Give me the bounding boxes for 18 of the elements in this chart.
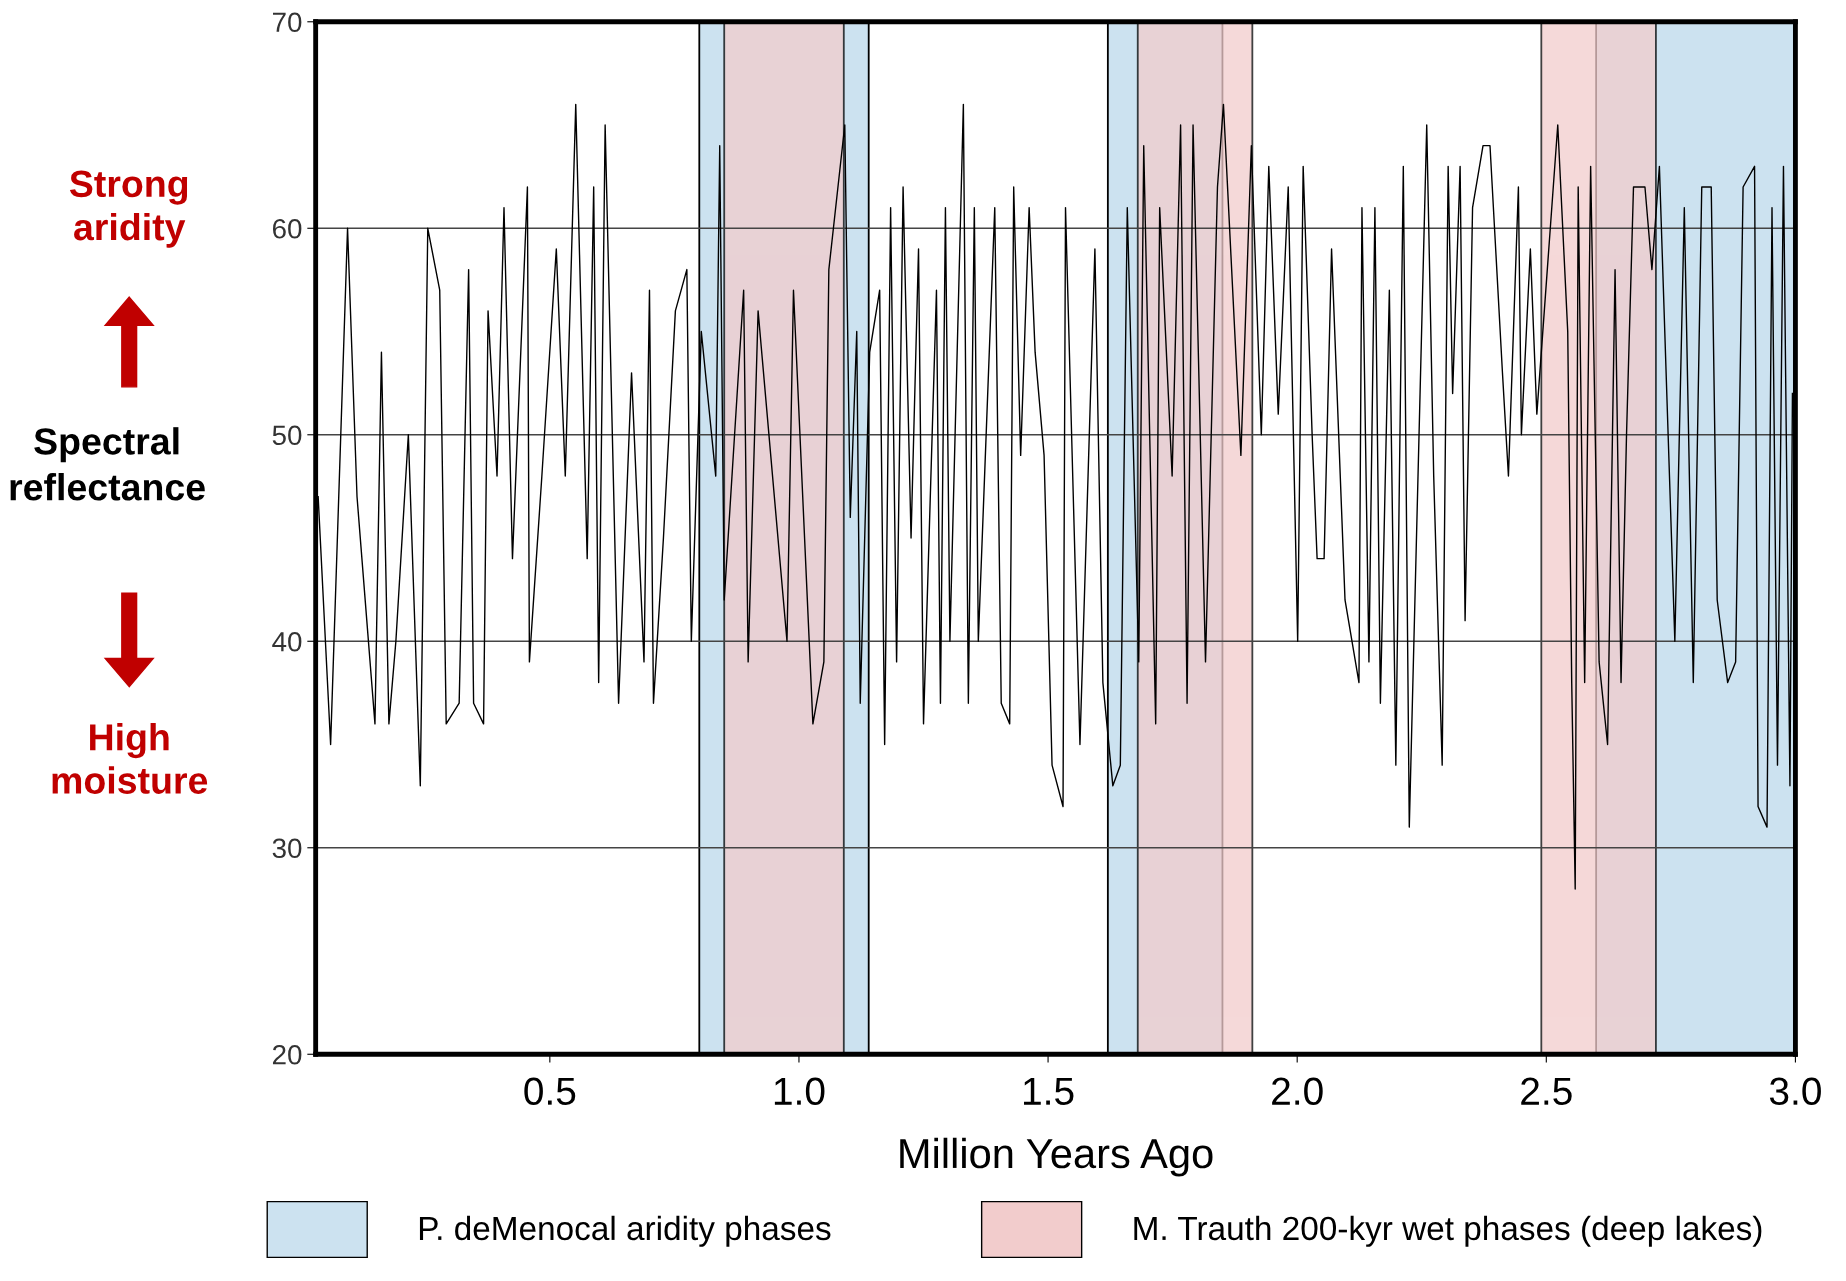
- x-tick-label: 0.5: [524, 1077, 576, 1106]
- legend-label: P. deMenocal aridity phases: [419, 1215, 831, 1247]
- x-tick-label: 1.0: [774, 1077, 825, 1106]
- text: Strong aridity: [69, 170, 188, 248]
- y-tick-label: 30: [272, 838, 302, 859]
- y-tick-label: 50: [272, 425, 302, 446]
- legend-label: M. Trauth 200-kyr wet phases (deep lakes): [1134, 1215, 1762, 1247]
- y-axis-title: Spectral reflectance: [10, 427, 205, 501]
- x-tick-label: 1.5: [1024, 1077, 1074, 1106]
- x-tick-label: 2.0: [1272, 1077, 1323, 1106]
- text: High moisture: [52, 723, 208, 794]
- x-tick-label: 2.5: [1521, 1077, 1572, 1106]
- x-axis-title: Million Years Ago: [900, 1137, 1213, 1177]
- x-tick-label: 3.0: [1769, 1077, 1821, 1106]
- y-tick-label: 40: [272, 631, 302, 652]
- y-tick-label: 60: [272, 218, 302, 239]
- y-tick-label: 70: [273, 12, 302, 33]
- y-tick-label: 20: [272, 1044, 302, 1065]
